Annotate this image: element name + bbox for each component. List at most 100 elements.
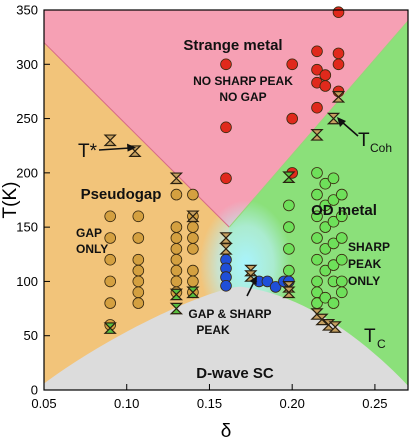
series-4-point-15 [321,319,336,331]
series-1-point-1 [104,232,116,244]
series-2-point-4 [311,253,323,266]
series-1-point-9 [132,264,145,277]
series-2-point-28 [283,221,295,233]
series-0-point-2 [220,58,232,71]
x-axis-label: δ [221,421,232,442]
series-0-point-4 [286,58,299,71]
gap-peak-arrowhead [249,276,257,285]
series-2-point-10 [319,221,332,233]
series-1-point-28 [187,188,199,201]
series-2-point-26 [335,286,348,299]
tcoh-boundary-line [228,20,408,228]
tstar-label: T* [78,141,98,162]
series-1-point-2 [104,253,116,266]
series-3-point-5 [261,275,274,288]
series-4-point-1 [128,145,142,157]
series-2-point-29 [283,243,295,255]
series-2-point-21 [335,188,348,201]
series-2-point-22 [335,210,348,223]
series-2-point-27 [283,199,295,212]
series-4-point-3 [186,210,200,223]
y-tick-label: 200 [16,165,38,180]
data-markers [103,6,348,334]
series-4-point-0 [103,134,117,147]
series-2-point-15 [327,194,340,206]
pseudogap-label: Pseudogap [81,186,162,203]
series-1-point-16 [170,243,183,255]
gap-peak-label-line2: PEAK [196,323,230,337]
y-tick-labels: 0 50 100 150 200 250 300 350 [16,3,38,398]
series-4-point-10 [310,129,324,141]
series-1-point-13 [170,188,183,201]
series-1-point-18 [170,264,183,277]
series-4-point-12 [331,91,346,103]
series-1-point-26 [187,275,199,288]
series-1-point-15 [170,232,183,244]
series-4-point-9 [282,286,296,299]
sc-dome-region [44,286,408,390]
series-0-point-1 [220,121,232,134]
series-0-point-13 [332,47,345,60]
series-5-point-1 [169,302,184,315]
series-1-point-6 [132,210,145,223]
series-3-point-3 [220,279,232,292]
x-tick-label: 0.05 [31,396,56,411]
series-5-point-4 [282,171,296,183]
y-tick-label: 300 [16,57,38,72]
series-2-point-30 [283,264,295,277]
series-2-point-8 [319,177,332,190]
tcoh-arrow [341,121,359,137]
series-2-point-25 [335,275,348,288]
series-3-point-6 [269,281,282,293]
tstar-arrow [98,147,131,151]
series-5-point-0 [103,322,117,334]
series-1-point-23 [187,232,199,244]
series-1-point-7 [132,232,145,244]
series-2-point-17 [327,237,340,250]
y-tick-label: 100 [16,274,38,289]
series-1-point-11 [132,286,145,299]
series-1-point-3 [104,275,116,288]
y-tick-label: 0 [31,383,38,398]
od-metal-note-line2: PEAK [348,257,382,271]
series-1-point-4 [104,297,116,309]
series-0-point-5 [311,101,323,114]
series-0-point-10 [319,69,332,81]
strange-metal-note-line2: NO GAP [219,90,266,104]
pseudogap-note-line2: ONLY [76,242,108,256]
series-1-point-8 [132,253,145,266]
series-1-point-0 [104,210,116,223]
series-0-point-7 [311,63,323,76]
series-0-point-0 [220,172,232,185]
series-2-point-18 [327,259,340,271]
x-tick-labels: 0.05 0.10 0.15 0.20 0.25 [31,396,387,411]
series-4-point-14 [315,313,329,326]
series-0-point-3 [286,112,299,125]
gap-peak-label-line1: GAP & SHARP [188,307,271,321]
strange-metal-note-line1: NO SHARP PEAK [193,74,293,88]
series-1-point-17 [170,253,183,266]
series-4-point-5 [219,243,233,255]
series-4-point-11 [326,112,341,125]
series-1-point-22 [187,221,199,233]
tcoh-arrowhead [337,117,346,127]
series-2-point-5 [311,275,323,288]
y-axis-label: T(K) [0,182,21,219]
tstar-arrowhead [127,143,136,152]
series-0-point-9 [319,80,332,92]
od-metal-label: OD metal [311,202,377,219]
series-1-point-19 [170,275,183,288]
y-tick-label: 50 [24,328,38,343]
series-1-point-25 [187,264,199,277]
series-2-point-2 [311,210,323,223]
strange-metal-label: Strange metal [183,37,282,54]
series-1-point-12 [132,297,145,309]
series-2-point-1 [311,188,323,201]
tcoh-label: T [358,130,370,151]
series-5-point-2 [169,288,184,301]
x-tick-label: 0.20 [280,396,305,411]
series-1-point-10 [132,275,145,288]
x-axis-ticks [43,384,376,390]
series-0-point-8 [311,45,323,58]
